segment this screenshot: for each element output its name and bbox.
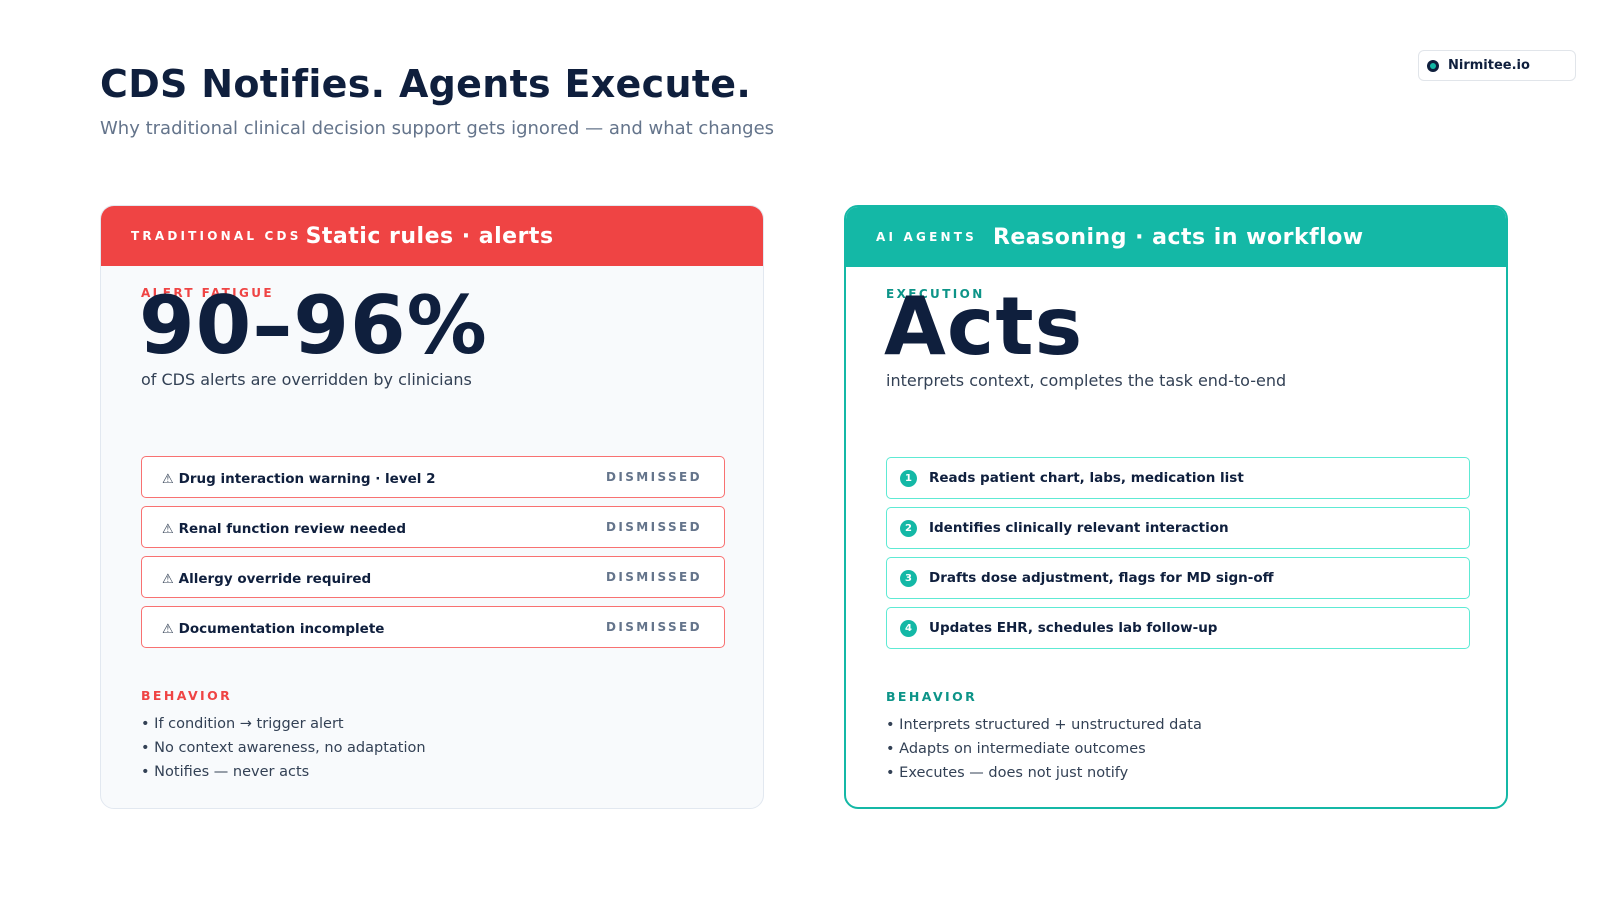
stat-label: ALERT FATIGUE (141, 286, 275, 300)
stat-value: 90–96% (139, 279, 488, 372)
ai-agents-card: AI AGENTS Reasoning · acts in workflow E… (844, 205, 1508, 809)
alert-list: ⚠ Drug interaction warning · level 2 DISM… (141, 456, 725, 656)
traditional-cds-card: TRADITIONAL CDS Static rules · alerts AL… (100, 205, 764, 809)
alert-label: Renal function review needed (178, 520, 406, 537)
alert-row: ⚠ Documentation incomplete DISMISSED (141, 606, 725, 648)
step-label: Identifies clinically relevant interacti… (929, 520, 1229, 536)
stat-label: EXECUTION (886, 287, 985, 301)
behavior-label: BEHAVIOR (886, 689, 978, 704)
warning-icon: ⚠ (162, 521, 174, 537)
card-header: AI AGENTS Reasoning · acts in workflow (846, 207, 1506, 267)
stat-description: of CDS alerts are overridden by clinicia… (141, 370, 472, 389)
step-number-badge: 4 (900, 619, 917, 637)
warning-icon: ⚠ (162, 471, 174, 487)
alert-label: Allergy override required (178, 570, 372, 587)
step-number-badge: 1 (900, 469, 917, 487)
circle-dot-icon (1427, 59, 1439, 72)
alert-row: ⚠ Allergy override required DISMISSED (141, 556, 725, 598)
brand-name: Nirmitee.io (1448, 58, 1530, 73)
page-title: CDS Notifies. Agents Execute. (100, 62, 752, 106)
step-row: 3 Drafts dose adjustment, flags for MD s… (886, 557, 1470, 599)
alert-row: ⚠ Drug interaction warning · level 2 DISM… (141, 456, 725, 498)
alert-status: DISMISSED (606, 520, 702, 534)
brand-badge: Nirmitee.io (1418, 50, 1576, 81)
card-title: Static rules · alerts (305, 223, 554, 249)
alert-status: DISMISSED (606, 470, 702, 484)
step-list: 1 Reads patient chart, labs, medication … (886, 457, 1470, 657)
step-row: 2 Identifies clinically relevant interac… (886, 507, 1470, 549)
step-label: Drafts dose adjustment, flags for MD sig… (929, 570, 1274, 586)
step-label: Reads patient chart, labs, medication li… (929, 470, 1244, 486)
behavior-item: • Interprets structured + unstructured d… (886, 717, 1202, 733)
card-header: TRADITIONAL CDS Static rules · alerts (101, 206, 763, 266)
behavior-item: • No context awareness, no adaptation (141, 740, 426, 756)
warning-icon: ⚠ (162, 571, 174, 587)
card-kicker: AI AGENTS (876, 230, 977, 244)
alert-row-text: ⚠ Drug interaction warning · level 2 (162, 468, 436, 487)
card-kicker: TRADITIONAL CDS (131, 229, 302, 243)
step-row: 1 Reads patient chart, labs, medication … (886, 457, 1470, 499)
stat-value: Acts (884, 280, 1084, 373)
card-title: Reasoning · acts in workflow (992, 224, 1364, 250)
behavior-list: • Interprets structured + unstructured d… (886, 713, 1202, 785)
warning-icon: ⚠ (162, 621, 174, 637)
alert-row: ⚠ Renal function review needed DISMISSED (141, 506, 725, 548)
behavior-item: • Executes — does not just notify (886, 765, 1129, 781)
step-row: 4 Updates EHR, schedules lab follow-up (886, 607, 1470, 649)
behavior-label: BEHAVIOR (141, 688, 233, 703)
behavior-list: • If condition → trigger alert • No cont… (141, 712, 426, 784)
alert-row-text: ⚠ Allergy override required (162, 568, 371, 587)
step-number-badge: 3 (900, 569, 917, 587)
alert-status: DISMISSED (606, 570, 702, 584)
step-number-badge: 2 (900, 519, 917, 537)
alert-label: Documentation incomplete (178, 620, 385, 637)
page-subtitle: Why traditional clinical decision suppor… (100, 118, 775, 139)
behavior-item: • Adapts on intermediate outcomes (886, 741, 1146, 757)
alert-row-text: ⚠ Renal function review needed (162, 518, 406, 537)
behavior-item: • Notifies — never acts (141, 764, 310, 780)
step-label: Updates EHR, schedules lab follow-up (929, 620, 1218, 636)
alert-status: DISMISSED (606, 620, 702, 634)
alert-label: Drug interaction warning · level 2 (178, 470, 436, 487)
stat-description: interprets context, completes the task e… (886, 371, 1287, 390)
behavior-item: • If condition → trigger alert (141, 716, 344, 732)
alert-row-text: ⚠ Documentation incomplete (162, 618, 384, 637)
